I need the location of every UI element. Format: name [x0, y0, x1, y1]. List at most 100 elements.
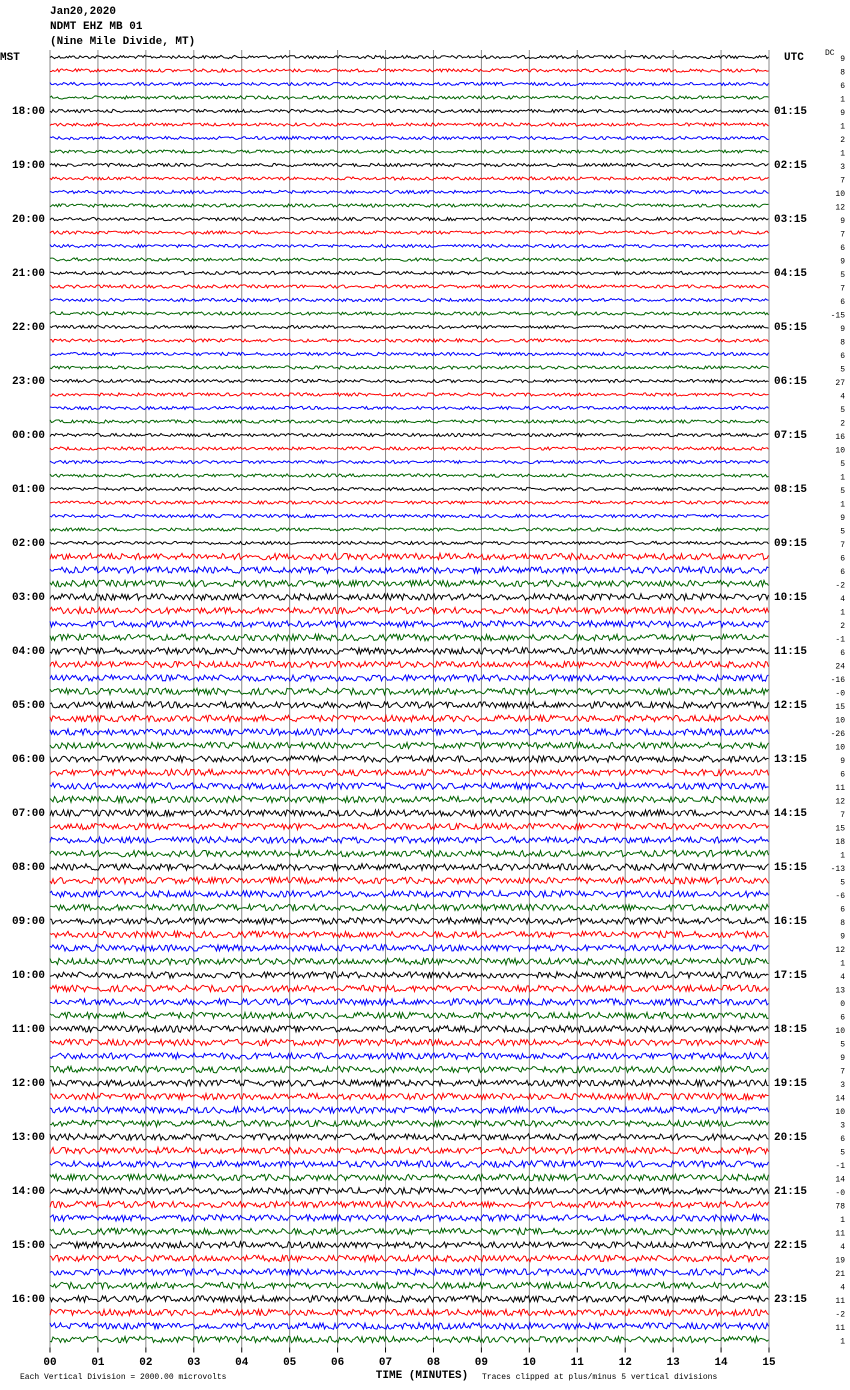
- utc-label: 19:15: [774, 1078, 807, 1090]
- trace: [49, 337, 769, 344]
- trace: [49, 297, 769, 303]
- dc-value: 78: [835, 1203, 845, 1212]
- trace: [49, 108, 769, 114]
- trace: [49, 203, 769, 209]
- trace: [49, 551, 769, 562]
- trace: [49, 391, 769, 398]
- dc-value: 5: [840, 879, 845, 888]
- dc-value: 1: [840, 96, 845, 105]
- dc-value: 5: [840, 528, 845, 537]
- trace: [49, 659, 769, 670]
- dc-value: 6: [840, 568, 845, 577]
- utc-label: 18:15: [774, 1024, 807, 1036]
- trace: [49, 54, 769, 60]
- trace: [50, 902, 769, 913]
- dc-value: 11: [835, 1324, 845, 1333]
- dc-value: 10: [835, 744, 845, 753]
- dc-value: 5: [840, 460, 845, 469]
- dc-value: 10: [835, 1027, 845, 1036]
- utc-label: 04:15: [774, 268, 807, 280]
- trace: [49, 767, 769, 778]
- trace: [49, 499, 769, 506]
- dc-value: 18: [835, 838, 845, 847]
- trace: [49, 432, 769, 438]
- trace: [49, 1118, 769, 1129]
- trace: [49, 686, 769, 697]
- dc-value: 6: [840, 1014, 845, 1023]
- trace: [49, 916, 769, 927]
- dc-value: 9: [840, 1054, 845, 1063]
- dc-value: 1: [840, 501, 845, 510]
- trace: [49, 1321, 769, 1331]
- x-axis-label: TIME (MINUTES): [376, 1370, 468, 1382]
- dc-value: 9: [840, 757, 845, 766]
- dc-value: 10: [835, 1108, 845, 1117]
- utc-label: 10:15: [774, 592, 807, 604]
- dc-value: 0: [840, 1000, 845, 1009]
- trace: [49, 94, 769, 101]
- utc-label: 07:15: [774, 430, 807, 442]
- dc-value: -16: [831, 676, 846, 685]
- trace: [49, 486, 769, 492]
- trace: [49, 365, 769, 371]
- dc-value: 15: [835, 825, 845, 834]
- mst-label: 14:00: [12, 1186, 45, 1198]
- dc-value: 5: [840, 1149, 845, 1158]
- dc-value: 2: [840, 136, 845, 145]
- trace: [49, 283, 769, 290]
- dc-value: 4: [840, 393, 845, 402]
- trace: [49, 848, 769, 859]
- dc-value: -2: [835, 582, 845, 591]
- utc-label: 06:15: [774, 376, 807, 388]
- trace: [49, 405, 769, 411]
- trace: [49, 970, 769, 980]
- utc-label: 17:15: [774, 970, 807, 982]
- dc-value: 2: [840, 420, 845, 429]
- dc-value: 15: [835, 703, 845, 712]
- utc-label: 08:15: [774, 484, 807, 496]
- location: (Nine Mile Divide, MT): [50, 36, 195, 48]
- utc-label: 03:15: [774, 214, 807, 226]
- mst-label: 18:00: [12, 106, 45, 118]
- mst-label: 23:00: [12, 376, 45, 388]
- dc-value: 5: [840, 1041, 845, 1050]
- mst-label: 00:00: [12, 430, 45, 442]
- trace: [49, 727, 769, 737]
- trace: [49, 1280, 769, 1291]
- utc-label: 12:15: [774, 700, 807, 712]
- dc-value: 5: [840, 487, 845, 496]
- dc-value: 3: [840, 163, 845, 172]
- x-tick-label: 15: [762, 1357, 776, 1369]
- dc-value: 9: [840, 109, 845, 118]
- trace: [49, 862, 769, 873]
- dc-value: 9: [840, 217, 845, 226]
- trace: [49, 324, 769, 330]
- trace: [49, 700, 769, 710]
- dc-value: 10: [835, 190, 845, 199]
- utc-label: 13:15: [774, 754, 807, 766]
- dc-value: 16: [835, 433, 845, 442]
- trace: [49, 378, 769, 384]
- trace: [49, 888, 769, 899]
- dc-value: 27: [835, 379, 845, 388]
- dc-label: DC: [825, 49, 835, 58]
- mst-label: 19:00: [12, 160, 45, 172]
- utc-label: 14:15: [774, 808, 807, 820]
- trace: [49, 781, 769, 791]
- utc-label: 20:15: [774, 1132, 807, 1144]
- trace: [49, 983, 769, 994]
- trace: [49, 1185, 769, 1196]
- dc-value: -1: [835, 1162, 845, 1171]
- dc-value: 7: [840, 177, 845, 186]
- mst-label: 09:00: [12, 916, 45, 928]
- mst-label: 01:00: [12, 484, 45, 496]
- trace: [49, 929, 769, 940]
- dc-value: 3: [840, 1122, 845, 1131]
- dc-value: 6: [840, 1135, 845, 1144]
- x-tick-label: 05: [283, 1357, 297, 1369]
- trace: [49, 942, 769, 953]
- dc-value: 6: [840, 555, 845, 564]
- dc-value: 6: [840, 906, 845, 915]
- dc-value: 11: [835, 1297, 845, 1306]
- footnote-right: Traces clipped at plus/minus 5 vertical …: [482, 1373, 717, 1382]
